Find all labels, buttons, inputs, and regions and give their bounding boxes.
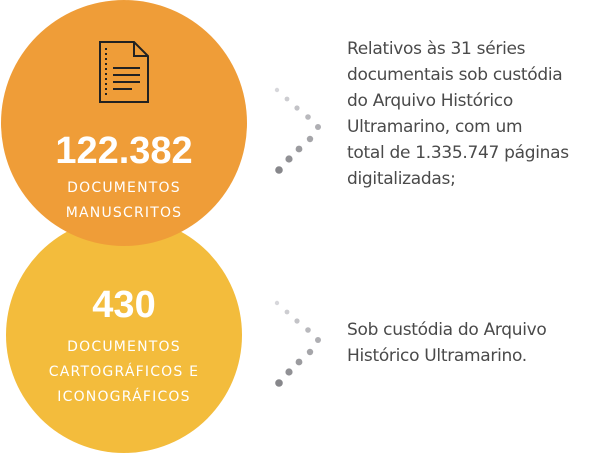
dot [274, 300, 280, 306]
label: CARTOGRÁFICOS E [49, 363, 199, 380]
description-line: digitalizadas; [347, 169, 456, 189]
count: 122.382 [55, 130, 192, 172]
dot [284, 309, 290, 315]
label: ICONOGRÁFICOS [57, 388, 190, 405]
dot [275, 166, 283, 174]
description-line: Relativos às 31 séries [347, 39, 526, 59]
dot [294, 318, 300, 324]
dot [295, 358, 303, 366]
label: DOCUMENTOS [67, 339, 181, 355]
circle [6, 217, 242, 453]
dot [295, 145, 303, 153]
label: MANUSCRITOS [66, 205, 183, 221]
description-line: documentais sob custódia [347, 65, 562, 85]
description-line: Histórico Ultramarino. [347, 346, 527, 366]
dot [294, 105, 300, 111]
dot [284, 96, 290, 102]
description-line: total de 1.335.747 páginas [347, 143, 569, 163]
dot [305, 327, 311, 333]
circle [1, 0, 247, 246]
label: DOCUMENTOS [67, 180, 181, 196]
document-icon [99, 41, 149, 103]
dot [285, 155, 293, 163]
dot [306, 135, 314, 143]
description-line: Ultramarino, com um [347, 117, 522, 137]
description-line: do Arquivo Histórico [347, 91, 513, 111]
description-line: Sob custódia do Arquivo [347, 320, 547, 340]
dot [285, 368, 293, 376]
count: 430 [92, 284, 155, 326]
descriptions: Relativos às 31 séries documentais sob cu… [347, 39, 570, 366]
dot [274, 87, 280, 93]
dot [306, 348, 314, 356]
dot [275, 379, 283, 387]
dot [305, 114, 311, 120]
dot [315, 124, 321, 130]
chevron-dots [274, 87, 321, 387]
dot [315, 337, 321, 343]
